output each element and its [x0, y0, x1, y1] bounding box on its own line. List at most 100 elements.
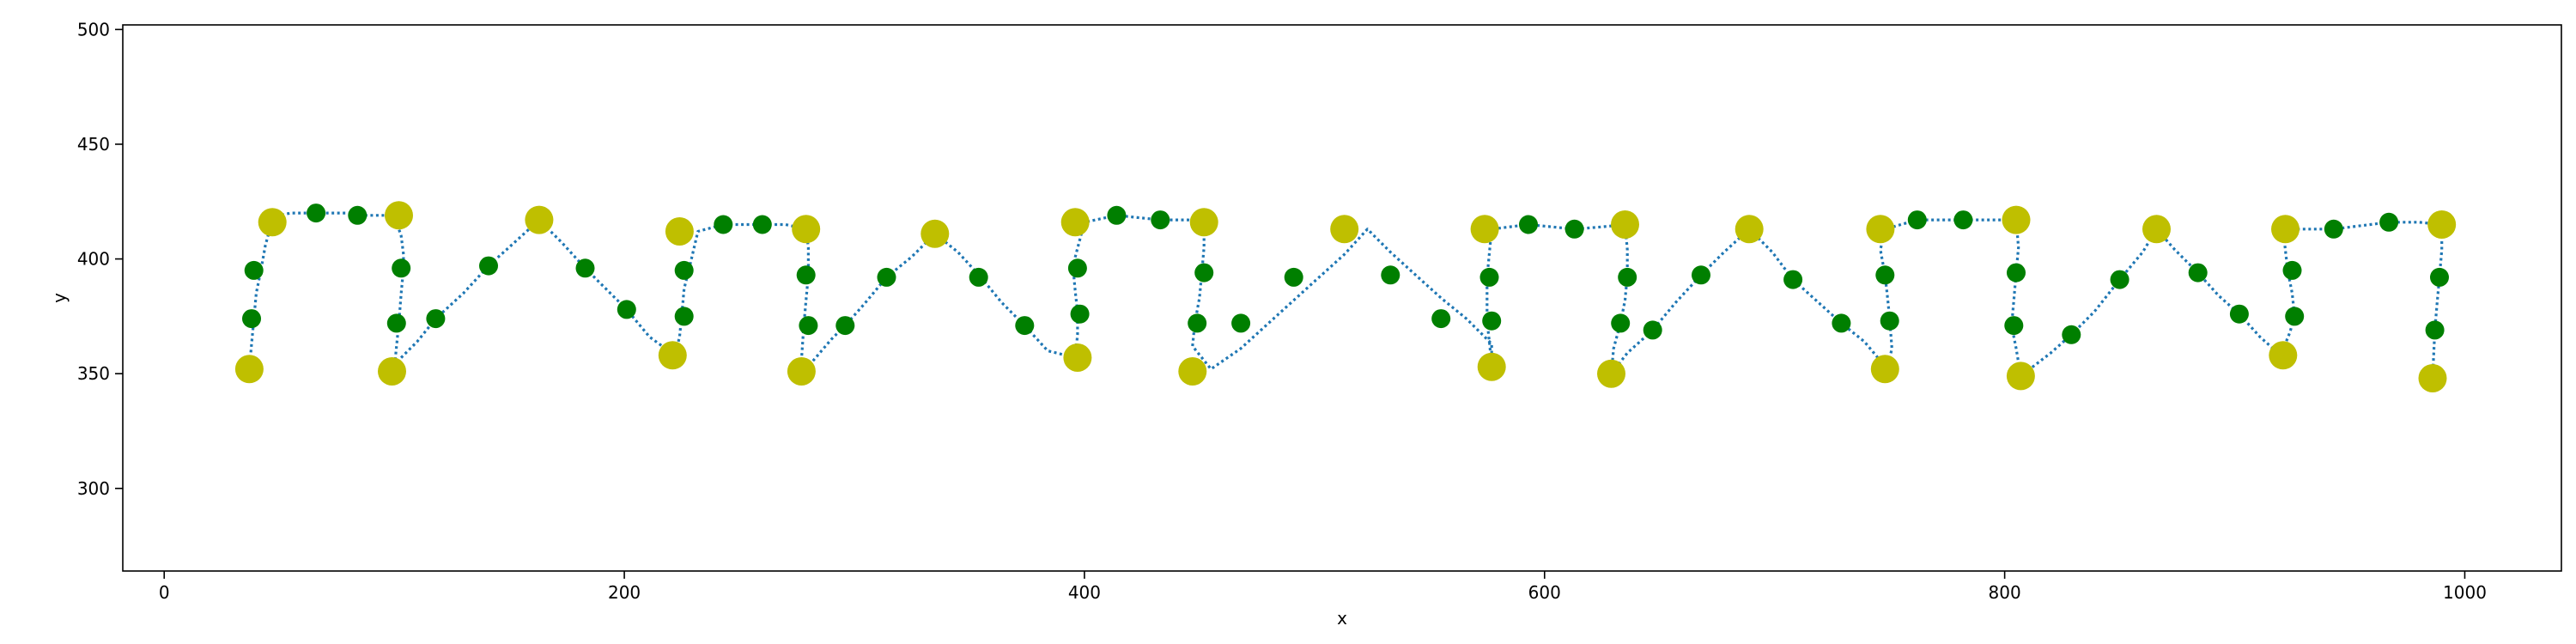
small-point: [877, 267, 896, 287]
x-tick-label: 0: [159, 582, 170, 603]
small-point: [1482, 311, 1502, 331]
large-point: [2002, 205, 2031, 234]
large-point: [385, 201, 413, 230]
large-point: [1189, 208, 1218, 237]
small-point: [2229, 304, 2249, 324]
large-point: [2271, 215, 2300, 244]
small-point: [1783, 270, 1803, 289]
small-point: [1618, 267, 1637, 287]
small-point: [1479, 267, 1499, 287]
y-axis-label: y: [49, 293, 70, 303]
large-point: [2006, 361, 2035, 391]
small-point: [714, 215, 733, 234]
y-axis: 300 350 400 450 500: [77, 19, 123, 499]
small-point: [1070, 304, 1090, 324]
small-point: [2425, 320, 2445, 340]
large-point: [1178, 357, 1207, 386]
small-point: [1692, 265, 1710, 285]
small-point: [2110, 270, 2129, 289]
small-point: [1875, 265, 1895, 285]
large-point: [1063, 343, 1092, 372]
y-tick-label: 350: [77, 363, 110, 384]
small-point: [796, 265, 816, 285]
x-tick-label: 800: [1989, 582, 2021, 603]
small-point: [1188, 313, 1207, 333]
large-point: [234, 355, 264, 384]
x-tick-label: 1000: [2443, 582, 2487, 603]
small-point: [1519, 215, 1538, 234]
small-point: [969, 267, 988, 287]
small-point: [1643, 320, 1662, 340]
small-point: [575, 258, 595, 278]
small-point: [752, 215, 772, 234]
small-point: [674, 307, 694, 326]
small-point: [2379, 212, 2399, 232]
large-point: [1477, 352, 1506, 381]
small-point: [799, 316, 818, 336]
small-point: [242, 309, 261, 329]
small-point: [386, 313, 406, 333]
y-tick-label: 400: [77, 249, 110, 270]
small-point: [835, 316, 855, 336]
small-point: [1907, 210, 1927, 230]
large-point: [2418, 364, 2447, 392]
small-point: [1231, 313, 1251, 333]
large-point: [2269, 341, 2298, 370]
small-point: [392, 258, 411, 278]
small-point: [1832, 313, 1851, 333]
small-point: [479, 256, 498, 276]
small-point: [1151, 210, 1170, 230]
plot-frame: [122, 24, 2562, 572]
small-point: [1107, 205, 1127, 225]
x-axis-label: x: [1337, 608, 1347, 629]
small-point: [244, 260, 264, 280]
large-point: [787, 357, 816, 386]
large-point: [1060, 208, 1090, 237]
small-point: [2324, 219, 2343, 239]
y-tick-label: 500: [77, 19, 110, 39]
plot-content: [234, 201, 2457, 392]
small-point: [348, 205, 368, 225]
small-point: [617, 300, 636, 319]
large-point: [1470, 215, 1499, 244]
small-point: [1067, 258, 1087, 278]
small-point: [426, 309, 446, 329]
large-point: [792, 215, 821, 244]
small-point: [1611, 313, 1631, 333]
x-axis: 0 200 400 600 800 1000: [159, 571, 2487, 603]
large-point: [1866, 215, 1895, 244]
x-tick-label: 200: [608, 582, 641, 603]
small-point: [2430, 267, 2449, 287]
y-tick-label: 450: [77, 134, 110, 155]
small-point: [1880, 311, 1899, 331]
large-point: [1330, 215, 1359, 244]
y-tick-label: 300: [77, 478, 110, 499]
small-point: [2188, 263, 2208, 283]
large-point: [525, 205, 554, 234]
small-point: [1194, 263, 1214, 283]
small-point: [307, 204, 326, 223]
large-point: [2142, 215, 2171, 244]
small-point: [1953, 210, 1973, 230]
small-point: [1015, 316, 1035, 336]
large-point: [1597, 359, 1625, 388]
small-point: [2285, 307, 2305, 326]
large-point: [658, 341, 687, 370]
small-point: [1381, 265, 1400, 285]
small-point: [674, 260, 694, 280]
large-point: [1735, 215, 1764, 244]
large-point: [378, 357, 406, 386]
small-point: [1431, 309, 1451, 329]
large-point: [258, 208, 287, 237]
large-point: [1870, 355, 1899, 384]
small-point: [1284, 267, 1303, 287]
large-point: [920, 219, 950, 248]
small-point: [2007, 263, 2026, 283]
small-point: [2282, 260, 2302, 280]
small-point: [2062, 325, 2081, 344]
large-point: [2427, 210, 2457, 239]
x-tick-label: 600: [1528, 582, 1561, 603]
small-point: [1564, 219, 1584, 239]
